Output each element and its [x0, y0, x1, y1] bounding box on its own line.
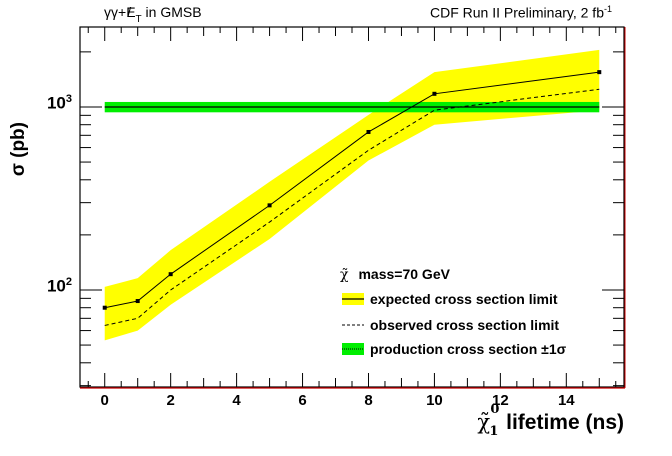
- title-left-main: γγ+: [104, 4, 127, 20]
- title-right-superscript: -1: [603, 4, 612, 14]
- legend-swatch-expected: [342, 293, 364, 305]
- legend-label-expected: expected cross section limit: [370, 291, 558, 307]
- chart-title-left: γγ+E / T in GMSB: [104, 4, 202, 25]
- neutralino-subscript: 1: [489, 424, 499, 439]
- y-tick-label: 102: [22, 276, 72, 297]
- expected-limit-point: [366, 129, 371, 134]
- legend-swatch-production: [342, 343, 364, 355]
- expected-limit-point: [102, 305, 107, 310]
- neutralino-symbol: χ̃ 0 1: [477, 402, 499, 439]
- chart-title-right: CDF Run II Preliminary, 2 fb-1: [430, 4, 612, 21]
- neutralino-superscript: 0: [490, 402, 500, 417]
- legend-header-symbol: χ̃: [340, 267, 349, 283]
- missing-et-symbol: E / T: [126, 4, 141, 25]
- title-left-suffix: in GMSB: [141, 4, 202, 20]
- production-band-layer: [104, 101, 600, 113]
- y-tick-label-base: 10: [46, 93, 66, 113]
- x-tick-label: 8: [364, 392, 373, 409]
- x-axis-label: χ̃ 0 1 lifetime (ns): [477, 402, 624, 439]
- y-tick-label-exponent: 2: [65, 275, 72, 288]
- expected-limit-point: [267, 203, 272, 208]
- x-tick-label: 0: [100, 392, 109, 409]
- axis-layer: [79, 26, 626, 389]
- x-tick-label: 10: [426, 392, 443, 409]
- title-right-main: CDF Run II Preliminary, 2 fb: [429, 4, 604, 21]
- legend-label-observed: observed cross section limit: [370, 317, 560, 333]
- legend-swatch-observed: [342, 324, 364, 326]
- expected-limit-point: [168, 272, 173, 277]
- neutralino-chi: χ̃: [477, 410, 491, 434]
- y-axis-label-text: σ (pb): [8, 122, 29, 177]
- y-tick-label: 103: [22, 93, 72, 114]
- missing-et-slash: /: [127, 4, 132, 20]
- x-axis-label-text: lifetime (ns): [506, 411, 624, 434]
- line-layer: [102, 70, 602, 326]
- legend-label-production: production cross section ±1σ: [370, 341, 567, 357]
- legend-header: χ̃ mass=70 GeV: [340, 266, 450, 283]
- expected-limit-point: [432, 91, 437, 96]
- x-tick-label: 6: [298, 392, 307, 409]
- y-tick-label-base: 10: [46, 276, 66, 296]
- x-tick-label: 4: [232, 392, 241, 409]
- y-axis-label: σ (pb): [8, 122, 38, 182]
- expected-limit-point: [135, 299, 140, 304]
- x-tick-label: 12: [492, 392, 509, 409]
- observed-limit-line: [104, 88, 600, 326]
- x-tick-label: 2: [166, 392, 175, 409]
- missing-et-subscript: T: [135, 14, 142, 25]
- legend-header-text: mass=70 GeV: [358, 266, 450, 282]
- missing-et-letter: E: [126, 4, 136, 20]
- y-tick-label-exponent: 3: [65, 92, 72, 105]
- x-tick-label: 14: [557, 392, 575, 409]
- expected-limit-point: [597, 70, 602, 75]
